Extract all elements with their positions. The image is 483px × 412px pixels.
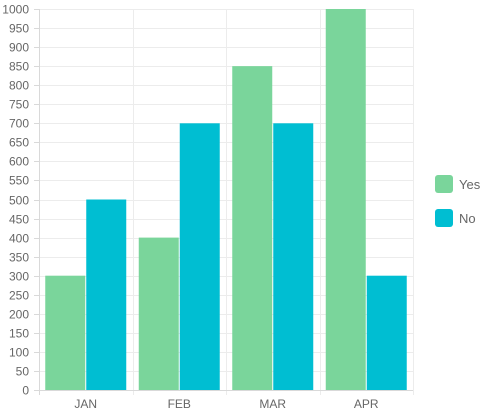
- x-tick-label: APR: [354, 397, 379, 411]
- y-tick-label: 350: [9, 251, 29, 265]
- x-tick-label: MAR: [259, 397, 286, 411]
- y-tick-label: 650: [9, 136, 29, 150]
- legend-label-yes: Yes: [459, 177, 481, 192]
- bar-yes-mar[interactable]: [232, 66, 273, 391]
- y-tick-label: 150: [9, 327, 29, 341]
- bar-no-mar[interactable]: [273, 123, 314, 391]
- y-tick-label: 800: [9, 79, 29, 93]
- x-tick-label: JAN: [74, 397, 97, 411]
- y-tick-label: 1000: [2, 3, 29, 17]
- y-tick-label: 750: [9, 98, 29, 112]
- legend-swatch-no: [435, 209, 453, 227]
- bar-no-feb[interactable]: [179, 123, 220, 391]
- legend-swatch-yes: [435, 175, 453, 193]
- bar-no-apr[interactable]: [366, 275, 407, 390]
- y-tick-label: 200: [9, 308, 29, 322]
- bar-yes-jan[interactable]: [45, 275, 86, 390]
- y-tick-label: 950: [9, 22, 29, 36]
- y-tick-label: 450: [9, 213, 29, 227]
- y-tick-label: 250: [9, 289, 29, 303]
- legend: Yes No: [435, 175, 481, 227]
- y-tick-label: 100: [9, 346, 29, 360]
- legend-label-no: No: [459, 211, 476, 226]
- x-tick-label: FEB: [168, 397, 191, 411]
- bar-yes-feb[interactable]: [138, 237, 179, 390]
- y-axis-ticks: 0 50 100 150 200 250 300 350 400 450 500 550 600 650 7…: [2, 3, 39, 398]
- x-axis-ticks: JAN FEB MAR APR: [74, 397, 379, 411]
- bar-no-jan[interactable]: [86, 199, 127, 391]
- y-tick-label: 0: [22, 384, 29, 398]
- y-tick-label: 550: [9, 174, 29, 188]
- y-tick-label: 300: [9, 270, 29, 284]
- y-tick-label: 400: [9, 232, 29, 246]
- y-tick-label: 850: [9, 60, 29, 74]
- y-tick-label: 600: [9, 155, 29, 169]
- y-tick-label: 500: [9, 194, 29, 208]
- bars: [45, 9, 407, 391]
- bar-yes-apr[interactable]: [325, 9, 366, 390]
- y-tick-label: 50: [16, 365, 30, 379]
- legend-item-no[interactable]: No: [435, 209, 476, 227]
- legend-item-yes[interactable]: Yes: [435, 175, 481, 193]
- y-tick-label: 900: [9, 41, 29, 55]
- y-tick-label: 700: [9, 117, 29, 131]
